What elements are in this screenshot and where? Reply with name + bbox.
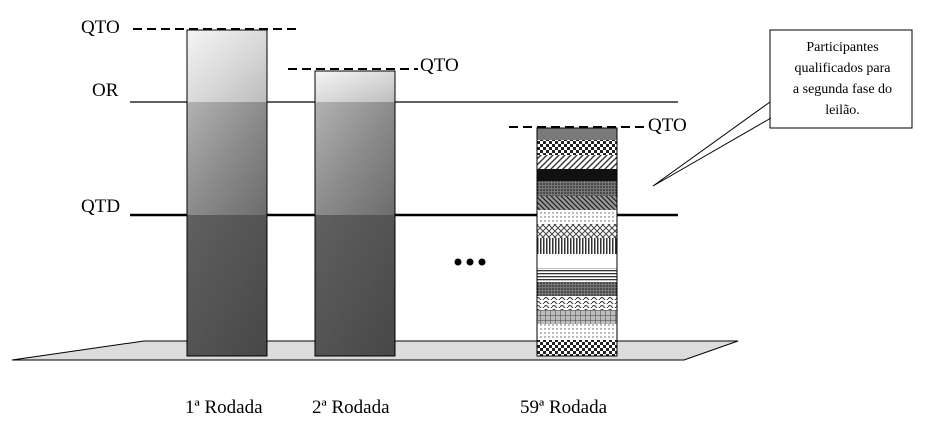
round-label-59: 59ª Rodada [520,397,608,418]
round-label-1: 1ª Rodada [185,397,263,418]
callout-line: Participantes [806,40,879,55]
qto-label-59: QTO [648,115,687,136]
bar-round-2 [314,70,396,357]
callout-outline [652,29,913,187]
bar-round-59 [536,127,618,357]
qtd-label: QTD [81,196,121,217]
or-label: OR [92,80,119,101]
callout-text: Participantes qualificados para a segund… [780,37,905,121]
qto-label-2: QTO [420,55,459,76]
callout-box [760,30,912,128]
round-label-2: 2ª Rodada [312,397,390,418]
bar-round-1 [186,29,268,357]
callout-line: leilão. [825,103,860,118]
callout-line: a segunda fase do [792,82,893,97]
ellipsis-dots [454,258,486,266]
callout-line: qualificados para [794,61,891,76]
qto-label-1: QTO [81,17,120,38]
